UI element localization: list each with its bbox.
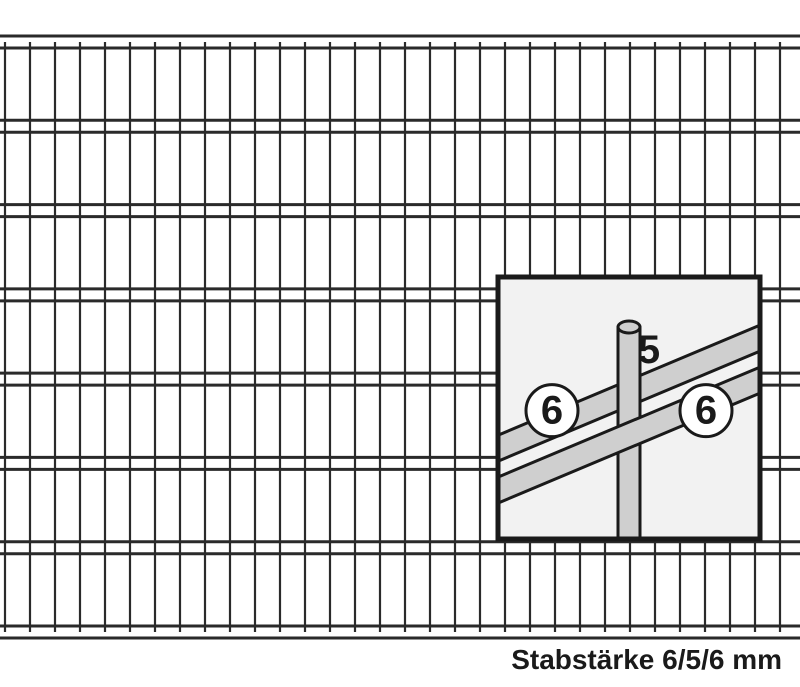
svg-text:6: 6	[541, 389, 563, 433]
fence-diagram: 665	[0, 0, 800, 682]
svg-text:5: 5	[638, 328, 660, 372]
caption-text: Stabstärke 6/5/6 mm	[511, 644, 782, 676]
svg-text:6: 6	[695, 389, 717, 433]
